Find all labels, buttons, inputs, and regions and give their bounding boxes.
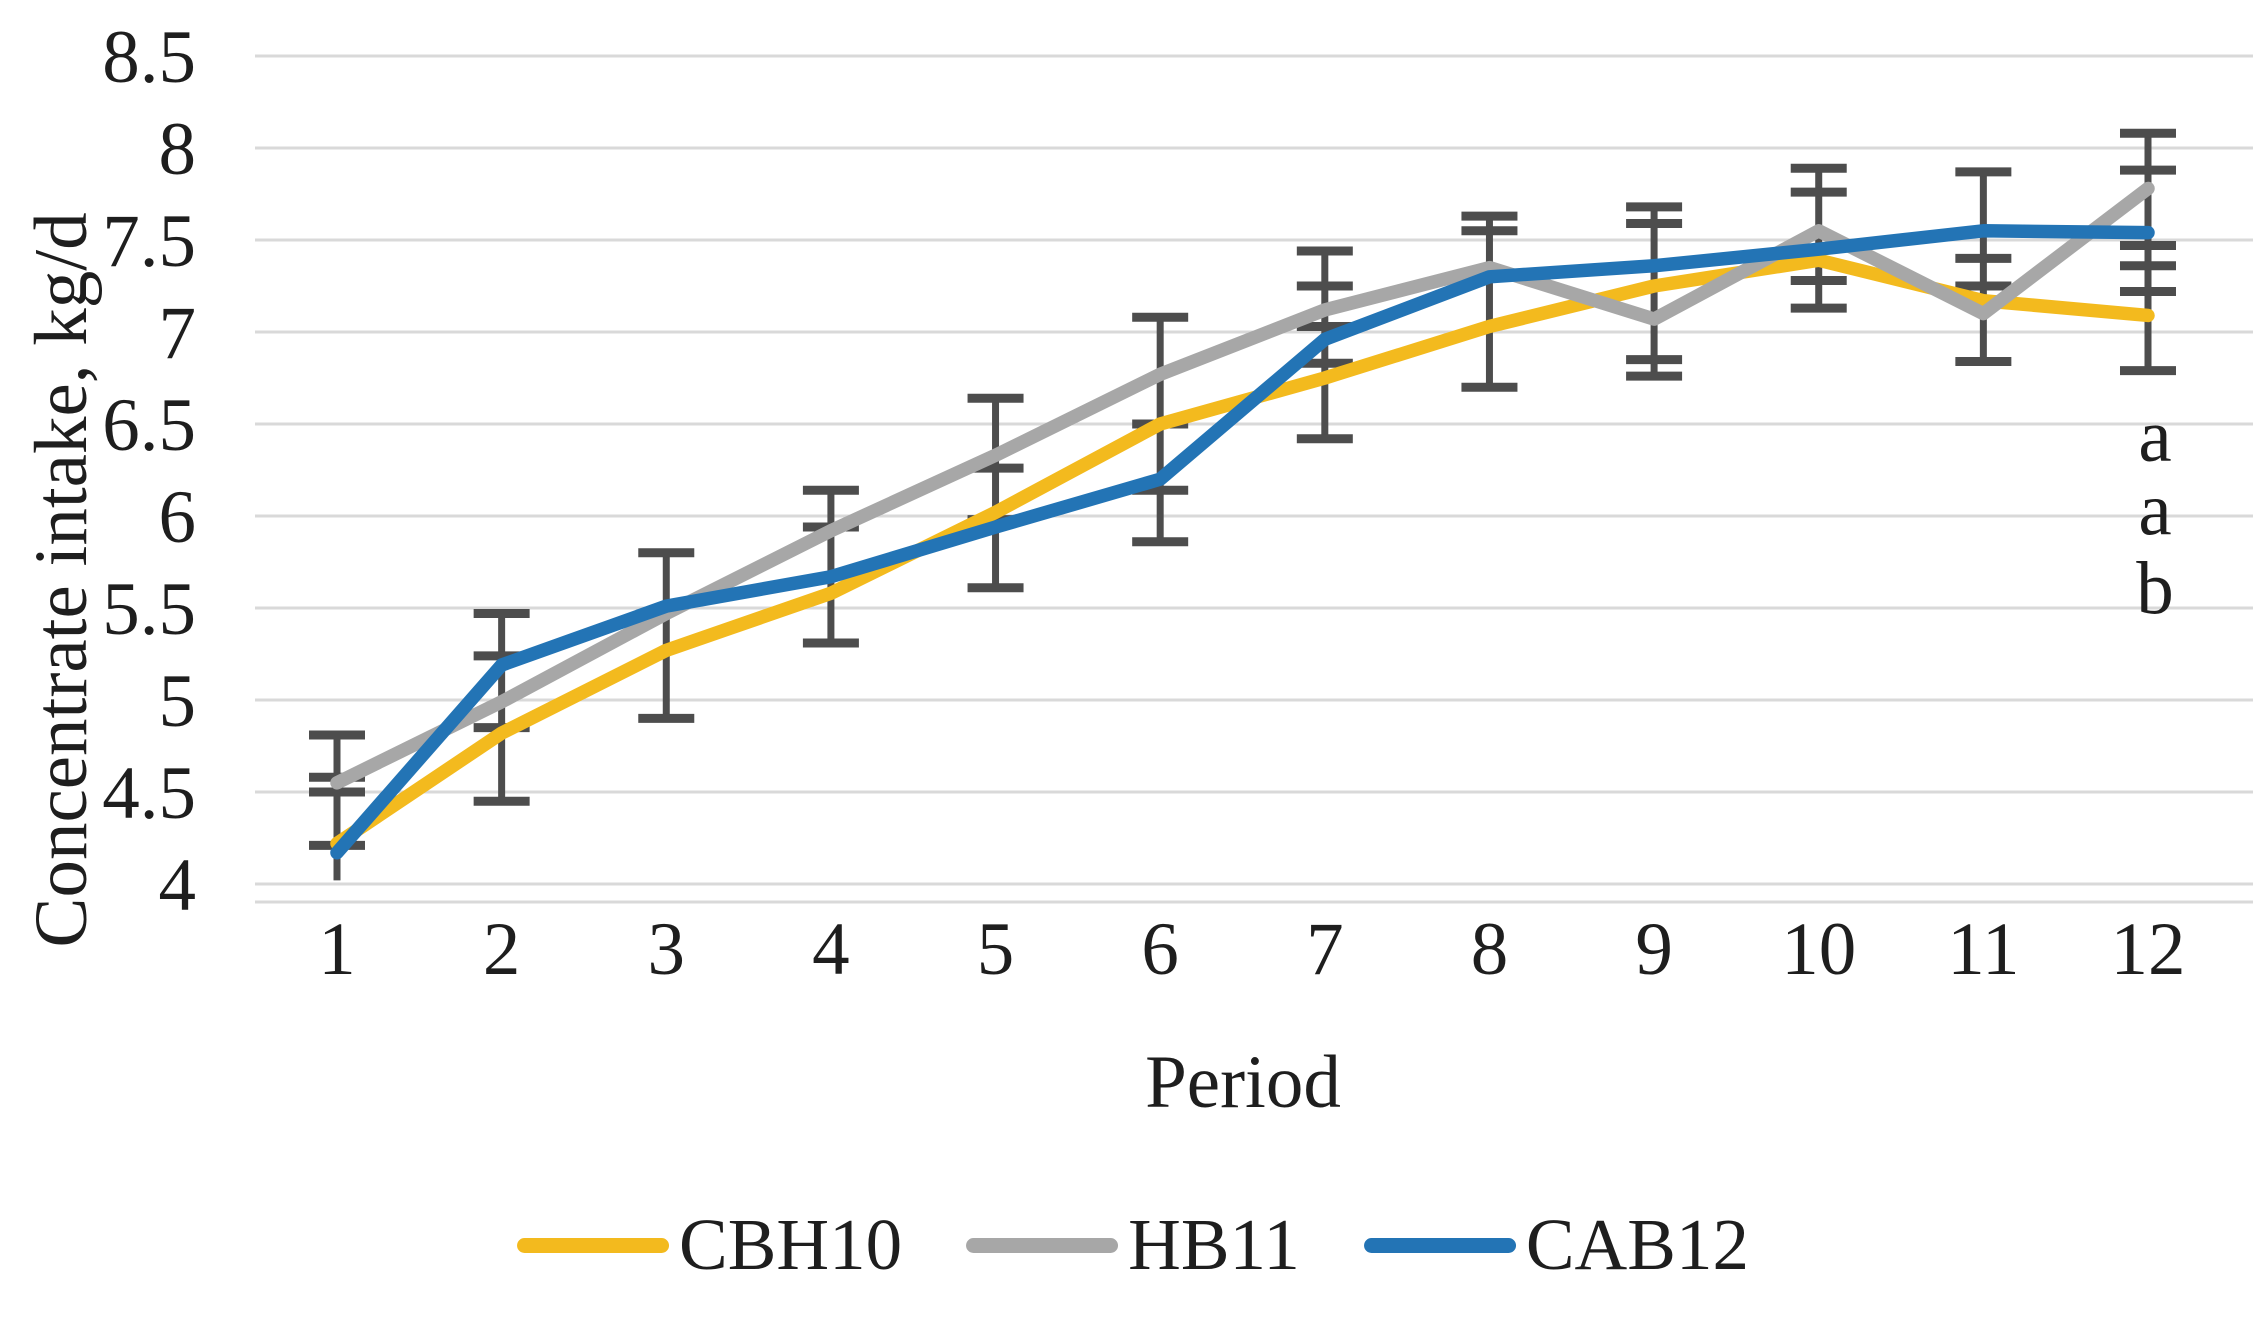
x-tick-label: 2 [483, 908, 521, 991]
error-bar [967, 393, 1024, 593]
y-tick-label: 7.5 [102, 200, 196, 283]
x-tick-label: 9 [1635, 908, 1673, 991]
legend-label-hb11: HB11 [1128, 1204, 1300, 1285]
legend-swatch-cab12 [1363, 1237, 1516, 1253]
significance-letter: b [2136, 548, 2174, 631]
series-group [330, 181, 2155, 860]
gridlines-group [255, 54, 2253, 904]
legend-item-cbh10: CBH10 [517, 1204, 903, 1285]
x-tick-label: 3 [648, 908, 686, 991]
y-axis-title-box: Concentrate intake, kg/d [20, 150, 104, 1010]
x-tick-label: 8 [1471, 908, 1509, 991]
legend-item-hb11: HB11 [966, 1204, 1300, 1285]
y-tick-label: 4.5 [102, 752, 196, 835]
y-tick-label: 5.5 [102, 568, 196, 651]
x-tick-label: 12 [2110, 908, 2185, 991]
y-tick-label: 6.5 [102, 384, 196, 467]
y-tick-label: 6 [159, 476, 197, 559]
chart-legend: CBH10 HB11 CAB12 [517, 1204, 1749, 1285]
error-bars-group [309, 128, 2176, 881]
error-bar [638, 548, 695, 723]
annotations-group: aab [2136, 395, 2174, 631]
x-tick-labels-group: 1 2 3 4 5 6 7 8 9 10 11 12 [318, 908, 2185, 991]
legend-label-cbh10: CBH10 [679, 1204, 903, 1285]
x-tick-label: 7 [1306, 908, 1344, 991]
error-bar [1461, 211, 1518, 392]
y-tick-labels-group: 8.5 8 7.5 7 6.5 6 5.5 5 4.5 4 [102, 16, 196, 927]
x-tick-label: 6 [1141, 908, 1179, 991]
significance-letter: a [2138, 468, 2171, 551]
y-tick-label: 5 [159, 660, 197, 743]
x-tick-label: 1 [318, 908, 356, 991]
x-tick-label: 5 [977, 908, 1015, 991]
legend-swatch-hb11 [966, 1237, 1119, 1253]
y-axis-title: Concentrate intake, kg/d [20, 212, 103, 948]
error-bar [1955, 167, 2012, 366]
x-axis-title: Period [1145, 1041, 1341, 1124]
y-tick-label: 8 [159, 108, 197, 191]
y-tick-label: 8.5 [102, 16, 196, 99]
x-tick-label: 10 [1781, 908, 1856, 991]
y-tick-label: 7 [159, 292, 197, 375]
error-bar [2119, 128, 2176, 376]
legend-item-cab12: CAB12 [1363, 1204, 1749, 1285]
series-line-cab12 [330, 224, 2155, 860]
legend-label-cab12: CAB12 [1525, 1204, 1749, 1285]
x-tick-label: 11 [1947, 908, 2019, 991]
x-tick-label: 4 [812, 908, 850, 991]
y-tick-label: 4 [159, 844, 197, 927]
significance-letter: a [2138, 395, 2171, 478]
legend-swatch-cbh10 [517, 1237, 670, 1253]
